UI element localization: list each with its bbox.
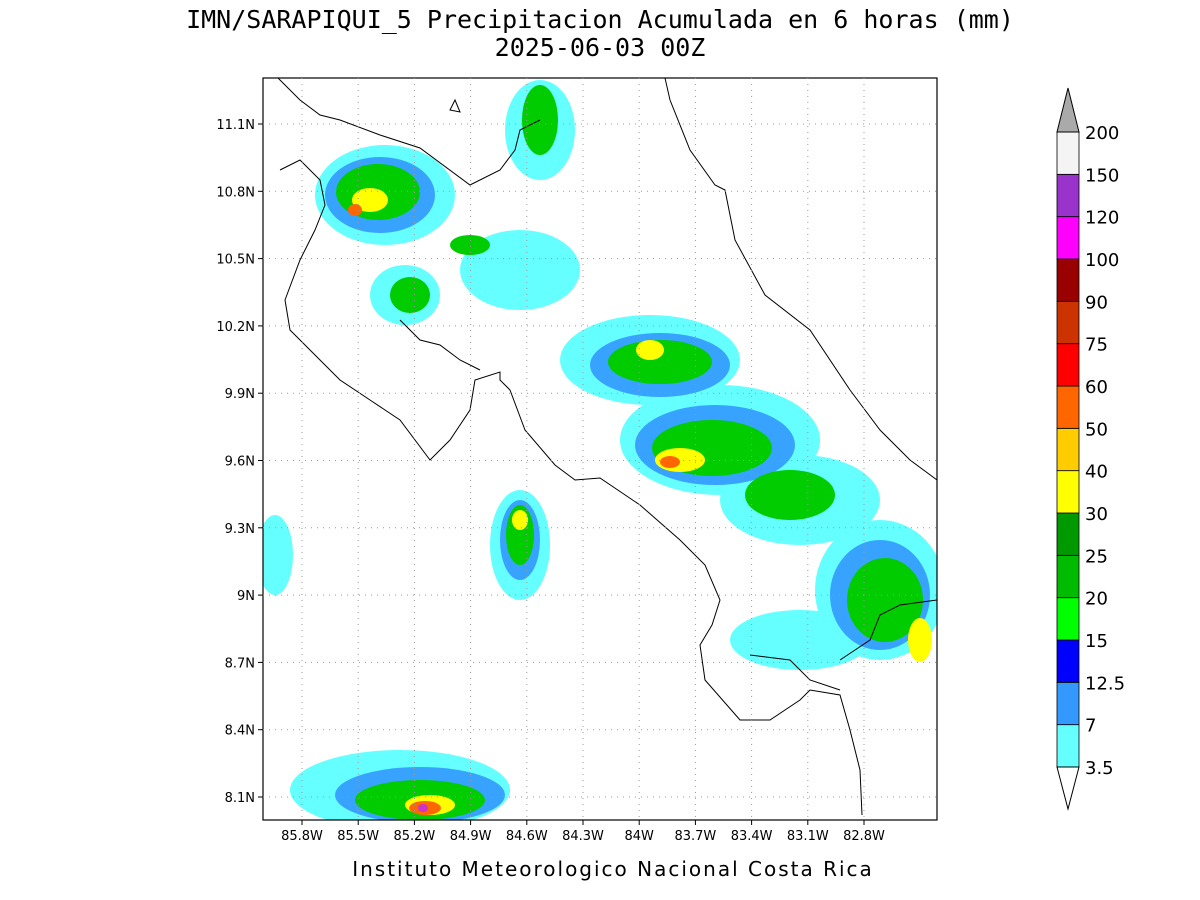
colorbar-box [1056,258,1080,302]
lon-label: 83.1W [787,829,829,844]
precip-field [263,78,937,820]
colorbar-box [1056,343,1080,387]
colorbar-label: 15 [1085,631,1108,652]
colorbar-label: 3.5 [1085,758,1114,779]
lon-label: 84.9W [450,829,492,844]
lat-label: 10.8N [216,185,255,200]
lat-label: 10.5N [216,253,255,268]
lon-label: 84.6W [506,829,548,844]
colorbar-box [1056,427,1080,472]
lon-label: 85.8W [281,829,323,844]
colorbar-label: 12.5 [1085,673,1125,694]
lat-label: 8.7N [225,656,255,671]
colorbar-label: 40 [1085,462,1108,483]
colorbar-box [1056,639,1080,683]
title: IMN/SARAPIQUI_5 Precipitacion Acumulada … [186,5,1014,34]
lat-label: 9.9N [225,387,255,402]
colorbar-label: 25 [1085,546,1108,567]
lat-label: 8.4N [225,724,255,739]
map-frame [262,77,938,821]
colorbar-label: 100 [1085,250,1119,271]
colorbar-box [1056,554,1080,599]
lon-label: 84W [624,829,654,844]
lat-label: 10.2N [216,320,255,335]
lat-label: 11.1N [216,118,255,133]
subtitle: 2025-06-03 00Z [495,33,706,62]
colorbar-label: 50 [1085,419,1108,440]
lon-label: 82.8W [843,829,885,844]
colorbar-label: 75 [1085,335,1108,356]
colorbar-box [1056,131,1080,175]
colorbar-box [1056,173,1080,218]
map-area [262,77,938,821]
colorbar-label: 30 [1085,504,1108,525]
colorbar-label: 60 [1085,377,1108,398]
lat-label: 9N [237,589,255,604]
colorbar-box [1056,385,1080,429]
lat-label: 9.3N [225,522,255,537]
lat-label: 8.1N [225,791,255,806]
colorbar-box [1056,681,1080,726]
lon-label: 83.7W [674,829,716,844]
colorbar-box [1056,597,1080,641]
footer: Instituto Meteorologico Nacional Costa R… [352,857,874,881]
lat-label: 9.6N [225,455,255,470]
colorbar-label: 200 [1085,123,1119,144]
colorbar-arrow-high [1056,87,1080,133]
lon-label: 83.4W [731,829,773,844]
colorbar-label: 120 [1085,208,1119,229]
colorbar-label: 90 [1085,292,1108,313]
colorbar-label: 7 [1085,716,1096,737]
colorbar-box [1056,512,1080,556]
colorbar-label: 150 [1085,165,1119,186]
lon-label: 85.2W [393,829,435,844]
colorbar-box [1056,470,1080,514]
colorbar-box [1056,724,1080,768]
colorbar-box [1056,216,1080,260]
colorbar-label: 20 [1085,589,1108,610]
lon-label: 84.3W [562,829,604,844]
colorbar-box [1056,300,1080,345]
lon-label: 85.5W [337,829,379,844]
colorbar-arrow-low [1056,766,1080,811]
